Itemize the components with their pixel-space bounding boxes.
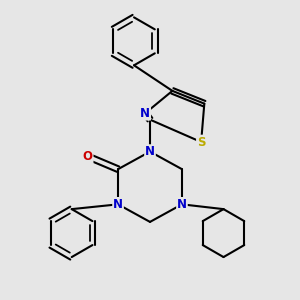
Text: O: O [83, 150, 93, 163]
Text: N: N [140, 107, 150, 120]
Text: S: S [197, 136, 206, 148]
Text: N: N [145, 145, 155, 158]
Text: N: N [177, 198, 187, 211]
Text: N: N [113, 198, 123, 211]
